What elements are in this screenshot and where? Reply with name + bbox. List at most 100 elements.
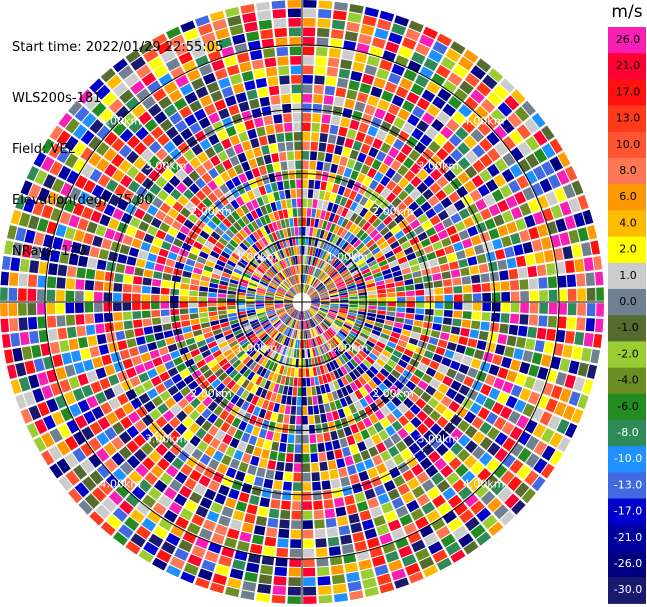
velocity-gate xyxy=(302,539,314,548)
velocity-gate xyxy=(344,455,354,466)
velocity-gate xyxy=(357,335,367,343)
velocity-gate xyxy=(328,381,336,392)
velocity-gate xyxy=(297,198,302,208)
velocity-gate xyxy=(46,398,59,413)
velocity-gate xyxy=(1,334,11,348)
velocity-gate xyxy=(95,142,110,156)
velocity-gate xyxy=(391,197,402,208)
velocity-gate xyxy=(84,291,94,302)
velocity-gate xyxy=(165,126,179,140)
velocity-gate xyxy=(278,311,286,317)
velocity-gate xyxy=(117,340,128,351)
velocity-gate xyxy=(349,473,360,485)
velocity-gate xyxy=(487,497,502,513)
velocity-gate xyxy=(461,238,473,249)
velocity-gate xyxy=(128,119,143,134)
velocity-gate xyxy=(279,312,287,319)
velocity-gate xyxy=(309,307,317,314)
velocity-gate xyxy=(163,450,176,464)
velocity-gate xyxy=(273,277,281,284)
velocity-gate xyxy=(385,389,395,400)
velocity-gate xyxy=(310,293,319,299)
velocity-gate xyxy=(282,326,288,334)
velocity-gate xyxy=(442,279,453,287)
velocity-gate xyxy=(291,84,302,94)
velocity-gate xyxy=(388,559,403,572)
velocity-gate xyxy=(358,409,368,420)
velocity-gate xyxy=(255,302,264,305)
velocity-gate xyxy=(311,357,316,367)
velocity-gate xyxy=(208,458,220,471)
velocity-gate xyxy=(65,118,80,134)
velocity-gate xyxy=(554,401,567,417)
velocity-gate xyxy=(376,237,386,246)
velocity-gate xyxy=(325,242,332,252)
velocity-gate xyxy=(374,564,389,576)
velocity-gate xyxy=(533,148,548,164)
velocity-gate xyxy=(218,555,233,567)
velocity-gate xyxy=(315,269,321,278)
velocity-gate xyxy=(177,398,189,409)
velocity-gate xyxy=(361,73,375,85)
velocity-gate xyxy=(298,330,301,339)
velocity-gate xyxy=(482,302,491,312)
velocity-gate xyxy=(175,380,187,391)
velocity-gate xyxy=(436,443,449,456)
velocity-gate xyxy=(142,277,152,286)
velocity-gate xyxy=(252,351,260,361)
velocity-gate xyxy=(431,73,446,87)
velocity-gate xyxy=(270,202,277,212)
velocity-gate xyxy=(401,267,411,275)
velocity-gate xyxy=(6,225,18,240)
velocity-gate xyxy=(204,240,215,250)
velocity-gate xyxy=(213,405,224,417)
velocity-gate xyxy=(237,261,247,269)
velocity-gate xyxy=(257,313,267,319)
velocity-gate xyxy=(203,225,214,235)
velocity-gate xyxy=(383,155,394,167)
velocity-gate xyxy=(27,317,38,330)
velocity-gate xyxy=(141,414,154,427)
velocity-gate xyxy=(359,196,369,207)
velocity-gate xyxy=(332,322,341,330)
velocity-gate xyxy=(473,244,485,255)
velocity-gate xyxy=(258,264,267,272)
velocity-gate xyxy=(289,415,296,425)
velocity-gate xyxy=(180,571,196,584)
velocity-gate xyxy=(122,358,134,369)
velocity-gate xyxy=(200,275,211,282)
velocity-gate xyxy=(289,377,294,386)
velocity-gate xyxy=(357,285,366,290)
velocity-gate xyxy=(259,317,269,323)
velocity-gate xyxy=(404,318,414,326)
velocity-gate xyxy=(228,312,237,318)
velocity-gate xyxy=(272,585,286,595)
velocity-gate xyxy=(297,311,300,320)
velocity-gate xyxy=(291,75,302,84)
velocity-gate xyxy=(65,290,75,302)
velocity-gate xyxy=(472,284,482,293)
velocity-gate xyxy=(540,125,555,141)
velocity-gate xyxy=(131,355,143,366)
velocity-gate xyxy=(315,209,322,219)
velocity-gate xyxy=(279,313,288,320)
velocity-gate xyxy=(267,327,275,335)
velocity-gate xyxy=(158,96,172,110)
velocity-gate xyxy=(324,211,331,221)
velocity-gate xyxy=(302,396,307,406)
velocity-gate xyxy=(397,190,409,201)
velocity-gate xyxy=(229,340,239,348)
velocity-gate xyxy=(457,157,471,170)
velocity-gate xyxy=(369,191,380,202)
velocity-gate xyxy=(287,247,292,257)
velocity-gate xyxy=(497,367,509,380)
range-ring-label: 1.00km xyxy=(327,341,369,354)
velocity-gate xyxy=(331,324,340,332)
velocity-gate xyxy=(268,173,276,183)
velocity-gate xyxy=(380,142,392,154)
velocity-gate xyxy=(373,515,386,527)
velocity-gate xyxy=(310,443,318,453)
velocity-gate xyxy=(220,322,230,328)
velocity-gate xyxy=(375,280,385,286)
velocity-gate xyxy=(320,296,330,299)
